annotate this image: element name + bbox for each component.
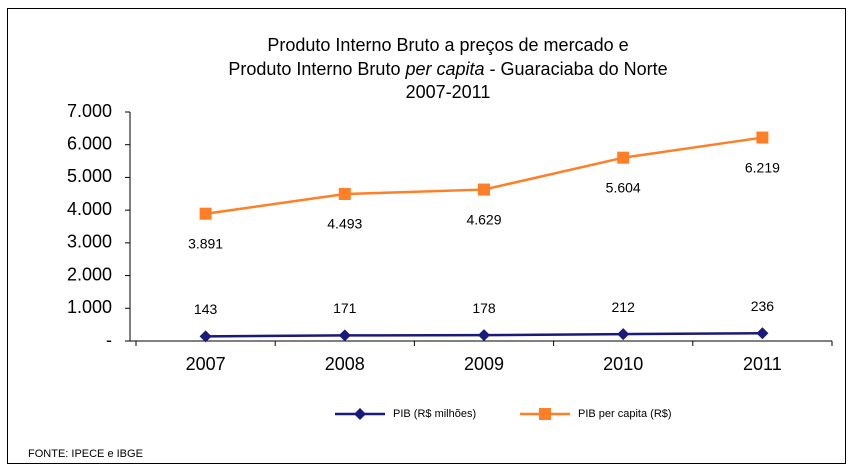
source-note: FONTE: IPECE e IBGE [28, 448, 143, 460]
x-tick-label: 2007 [186, 354, 226, 374]
legend-label: PIB per capita (R$) [578, 408, 672, 420]
marker [338, 188, 351, 201]
x-tick-label: 2011 [743, 354, 782, 374]
chart-title-line2: Produto Interno Bruto per capita - Guara… [228, 59, 667, 79]
y-tick-label: 2.000 [67, 264, 112, 284]
chart-title-line1: Produto Interno Bruto a preços de mercad… [267, 35, 628, 55]
data-label: 4.629 [466, 211, 501, 227]
marker [478, 329, 490, 342]
data-label: 143 [194, 301, 218, 317]
chart-title-line3: 2007-2011 [406, 82, 491, 102]
legend-label: PIB (R$ milhões) [393, 408, 476, 420]
title-part: Produto Interno Bruto [228, 59, 400, 79]
data-label: 212 [612, 299, 636, 315]
data-label: 4.493 [327, 216, 362, 232]
y-tick-label: 3.000 [67, 232, 112, 252]
data-label: 236 [751, 298, 775, 314]
data-label: 171 [333, 300, 357, 316]
marker [199, 207, 212, 220]
y-tick-label: 4.000 [67, 199, 112, 219]
y-tick-label: 7.000 [67, 101, 112, 121]
marker [617, 328, 630, 341]
x-tick-label: 2009 [464, 354, 504, 374]
marker [756, 131, 769, 144]
marker [756, 327, 769, 340]
marker [617, 151, 630, 164]
y-tick-label: 5.000 [67, 166, 112, 186]
marker [199, 330, 212, 343]
data-label: 5.604 [606, 179, 641, 195]
chart-frame [7, 8, 846, 464]
title-part: per capita [404, 59, 484, 79]
data-label: 3.891 [188, 235, 223, 251]
y-tick-label: - [106, 330, 112, 350]
data-label: 6.219 [745, 159, 780, 175]
y-tick-label: 1.000 [67, 297, 112, 317]
x-tick-label: 2010 [603, 354, 643, 374]
marker [478, 183, 490, 196]
marker [338, 329, 351, 342]
x-tick-label: 2008 [325, 354, 365, 374]
legend-marker [539, 408, 551, 420]
legend-marker [354, 408, 366, 420]
data-label: 178 [472, 300, 496, 316]
title-part: - Guaraciaba do Norte [490, 59, 668, 79]
y-tick-label: 6.000 [67, 133, 112, 153]
